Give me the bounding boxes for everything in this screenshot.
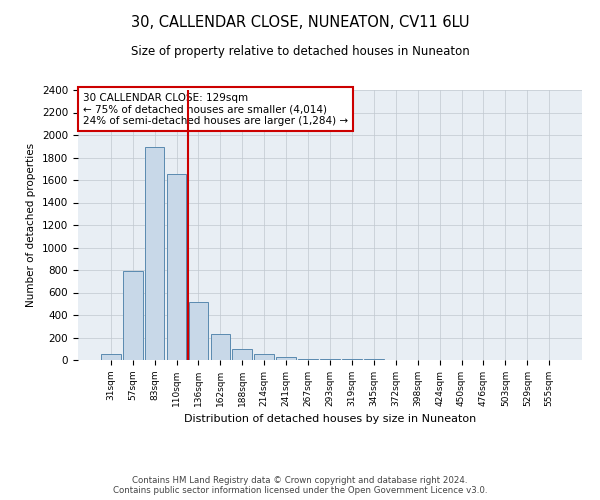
Y-axis label: Number of detached properties: Number of detached properties: [26, 143, 37, 307]
Text: 30, CALLENDAR CLOSE, NUNEATON, CV11 6LU: 30, CALLENDAR CLOSE, NUNEATON, CV11 6LU: [131, 15, 469, 30]
Text: 30 CALLENDAR CLOSE: 129sqm
← 75% of detached houses are smaller (4,014)
24% of s: 30 CALLENDAR CLOSE: 129sqm ← 75% of deta…: [83, 92, 348, 126]
Bar: [167, 174, 187, 360]
Bar: [276, 357, 296, 360]
Bar: [232, 349, 252, 360]
Bar: [254, 354, 274, 360]
Bar: [298, 359, 318, 360]
Text: Contains HM Land Registry data © Crown copyright and database right 2024.
Contai: Contains HM Land Registry data © Crown c…: [113, 476, 487, 495]
Bar: [145, 148, 164, 360]
Text: Size of property relative to detached houses in Nuneaton: Size of property relative to detached ho…: [131, 45, 469, 58]
Bar: [188, 302, 208, 360]
X-axis label: Distribution of detached houses by size in Nuneaton: Distribution of detached houses by size …: [184, 414, 476, 424]
Bar: [123, 271, 143, 360]
Bar: [101, 354, 121, 360]
Bar: [211, 334, 230, 360]
